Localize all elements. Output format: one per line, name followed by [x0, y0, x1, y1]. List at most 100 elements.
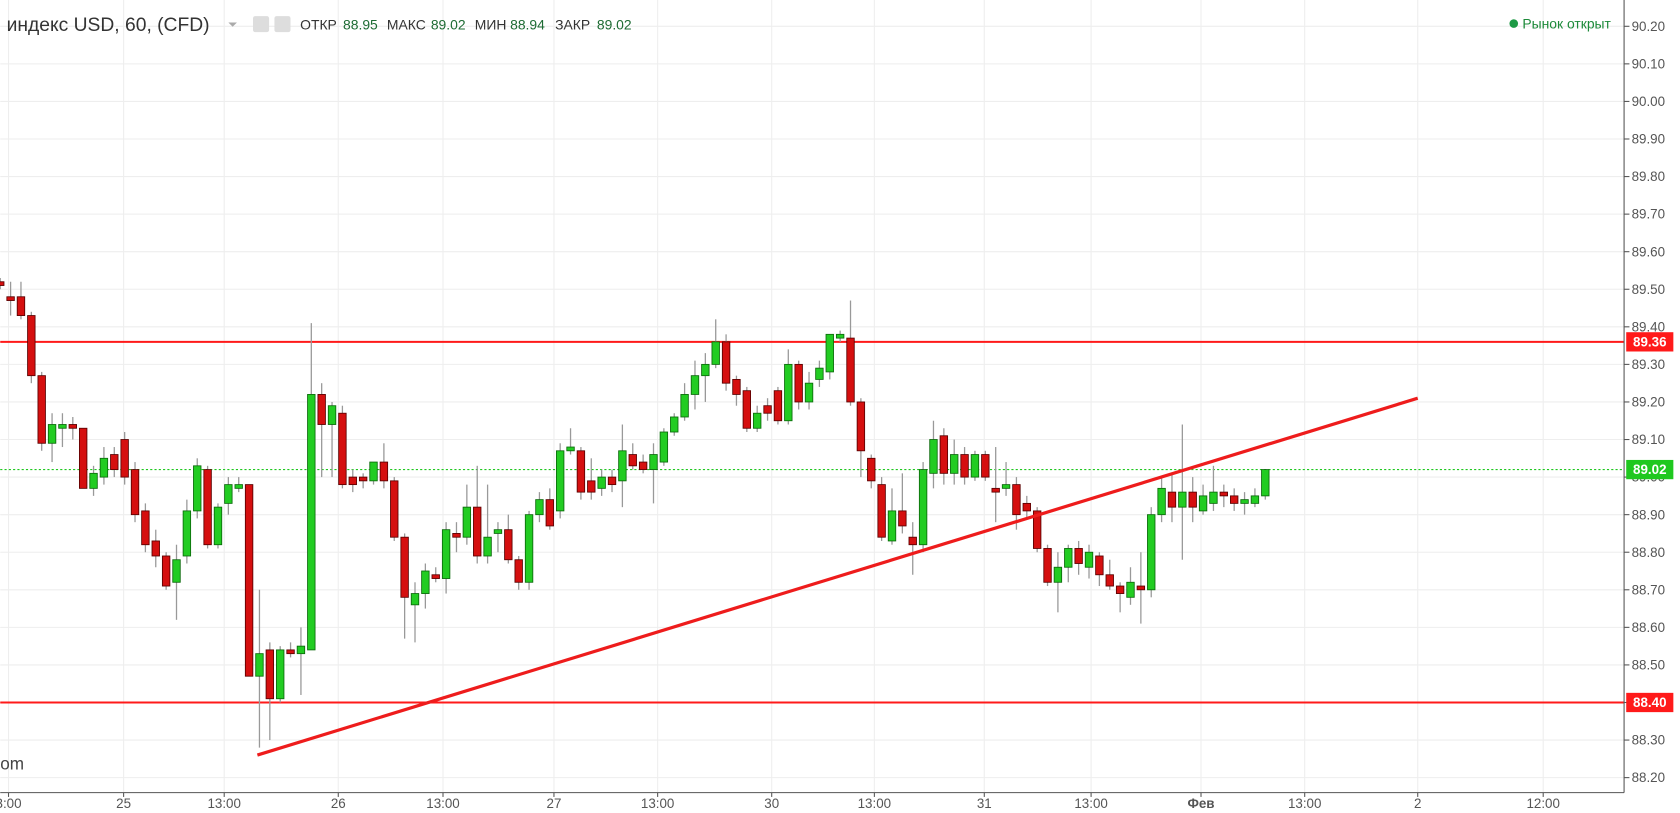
y-tick-label: 88.60 — [1632, 620, 1665, 635]
candle-body — [856, 401, 866, 452]
y-tick-label: 88.30 — [1632, 733, 1665, 748]
x-tick-label: 2 — [1414, 796, 1421, 811]
candle-body — [670, 416, 679, 433]
candle-body — [317, 394, 326, 425]
candle-body — [1074, 548, 1083, 564]
candle-body — [1230, 495, 1239, 504]
ohlc-value: 88.94 — [510, 16, 545, 32]
candle-body — [566, 446, 575, 452]
candle-body — [78, 427, 88, 489]
candle-body — [6, 296, 15, 301]
candle-body — [763, 405, 772, 414]
candles — [0, 277, 1270, 748]
candle-body — [784, 363, 793, 422]
candle-body — [213, 506, 223, 546]
y-tick-label: 88.80 — [1632, 545, 1665, 560]
candle-body — [1126, 581, 1135, 598]
header: индекс USD, 60, (CFD) ОТКР 88.95 МАКС 89… — [0, 15, 1611, 774]
candle-body — [587, 480, 596, 493]
candle-body — [1001, 484, 1011, 489]
candle-body — [276, 649, 285, 700]
candle-body — [431, 574, 440, 579]
candle-body — [58, 424, 67, 429]
candle-body — [1115, 585, 1125, 594]
candle-body — [939, 435, 949, 474]
candle-body — [120, 439, 129, 478]
y-tick-label: 89.70 — [1632, 207, 1665, 222]
candle-body — [607, 476, 617, 486]
candle-body — [410, 593, 420, 606]
candle-body — [504, 529, 513, 561]
candle-body — [47, 424, 57, 444]
grid — [0, 0, 1625, 793]
candle-body — [815, 367, 824, 380]
candle-body — [711, 341, 720, 365]
candle-body — [877, 484, 886, 538]
candle-body — [462, 506, 472, 538]
candle-body — [421, 570, 430, 594]
camera-icon[interactable] — [274, 16, 291, 33]
candle-body — [379, 461, 389, 482]
candle-body — [1219, 491, 1228, 497]
price-label-box — [1626, 332, 1674, 352]
candle-body — [130, 469, 140, 516]
ohlc-label: МАКС — [387, 16, 426, 32]
candle-body — [597, 476, 606, 489]
candle-body — [141, 510, 150, 546]
candle-body — [1012, 484, 1021, 516]
candle-body — [535, 499, 544, 516]
candle-body — [255, 653, 264, 677]
candle-body — [203, 469, 212, 546]
price-label: 88.40 — [1633, 695, 1666, 710]
candle-body — [348, 476, 357, 486]
candle-body — [1147, 514, 1156, 591]
candle-body — [265, 649, 275, 700]
candle-body — [1105, 574, 1114, 587]
x-tick-label: 27 — [547, 796, 562, 811]
y-tick-label: 88.50 — [1632, 658, 1665, 673]
x-tick-label: 13:00 — [426, 796, 459, 811]
candle-body — [1178, 491, 1187, 508]
candle-body — [825, 333, 834, 373]
candle-body — [742, 390, 752, 429]
candle-body — [690, 375, 700, 395]
candle-body — [286, 649, 295, 655]
candle-body — [27, 315, 36, 377]
candle-body — [151, 540, 160, 557]
candle-body — [327, 405, 337, 425]
candle-body — [960, 454, 969, 478]
candle-body — [0, 281, 5, 286]
candle-body — [161, 555, 171, 587]
y-tick-label: 89.80 — [1632, 169, 1665, 184]
candle-body — [338, 412, 347, 486]
y-tick-label: 88.70 — [1632, 582, 1665, 597]
candle-body — [182, 510, 192, 557]
x-tick-label: 13:00 — [1288, 796, 1321, 811]
y-tick-label: 90.00 — [1632, 94, 1665, 109]
candle-body — [618, 450, 627, 482]
candle-body — [369, 461, 378, 482]
candle-body — [1136, 585, 1146, 591]
dropdown-arrow[interactable] — [228, 22, 237, 27]
x-tick-label: 13:00 — [858, 796, 891, 811]
trend-line — [256, 396, 1419, 757]
candle-body — [929, 439, 938, 474]
candle-body — [68, 424, 77, 429]
candle-body — [1064, 548, 1073, 568]
candle-body — [628, 454, 637, 467]
candle-body — [473, 506, 482, 557]
candle-body — [918, 469, 928, 546]
candle-body — [441, 529, 451, 579]
candle-body — [358, 476, 368, 482]
x-tick-label: 12:00 — [1526, 796, 1559, 811]
candle-body — [680, 394, 689, 418]
candle-body — [555, 450, 565, 512]
candle-body — [846, 337, 855, 403]
candle-body — [1157, 487, 1166, 516]
candle-body — [773, 390, 783, 422]
y-tick-label: 90.10 — [1632, 56, 1665, 71]
x-tick-label: 30 — [764, 796, 779, 811]
settings-icon[interactable] — [253, 16, 270, 33]
y-tick-label: 89.40 — [1632, 319, 1665, 334]
